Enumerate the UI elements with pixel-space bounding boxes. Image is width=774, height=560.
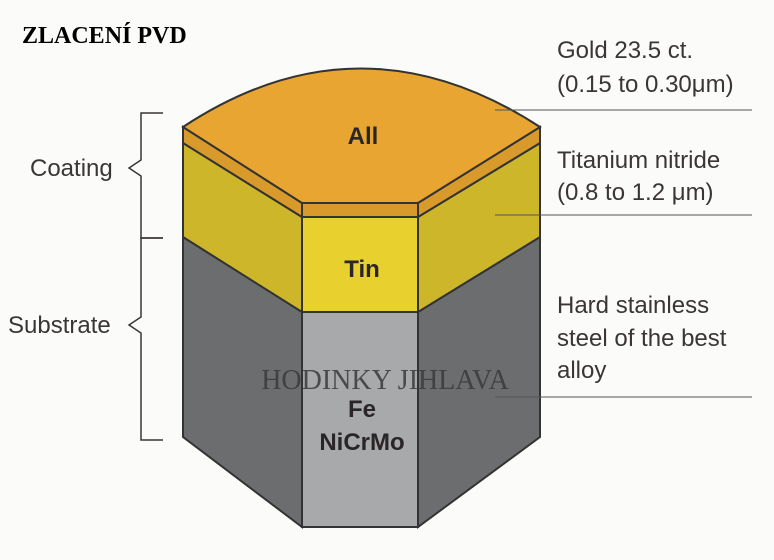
tin-desc-line1: Titanium nitride <box>557 147 720 174</box>
gold-top-face <box>181 67 542 204</box>
gold-desc-line2: (0.15 to 0.30μm) <box>557 71 734 98</box>
watermark: HODINKY JIHLAVA <box>261 365 509 396</box>
tin-layer-label: Tin <box>344 256 380 283</box>
coating-label: Coating <box>30 155 113 182</box>
gold-desc-line1: Gold 23.5 ct. <box>557 37 693 64</box>
gold-layer-label: All <box>348 123 379 150</box>
page-title: ZLACENÍ PVD <box>22 23 187 49</box>
steel-desc-line1: Hard stainless <box>557 292 709 319</box>
steel-desc-line2: steel of the best <box>557 325 727 352</box>
steel-layer-label-fe: Fe <box>348 396 376 423</box>
steel-desc-line3: alloy <box>557 357 606 384</box>
tin-desc-line2: (0.8 to 1.2 μm) <box>557 179 714 206</box>
coating-bracket <box>127 112 163 239</box>
steel-layer-label-nicrmo: NiCrMo <box>319 429 404 456</box>
substrate-label: Substrate <box>8 312 111 339</box>
substrate-bracket <box>127 237 163 441</box>
